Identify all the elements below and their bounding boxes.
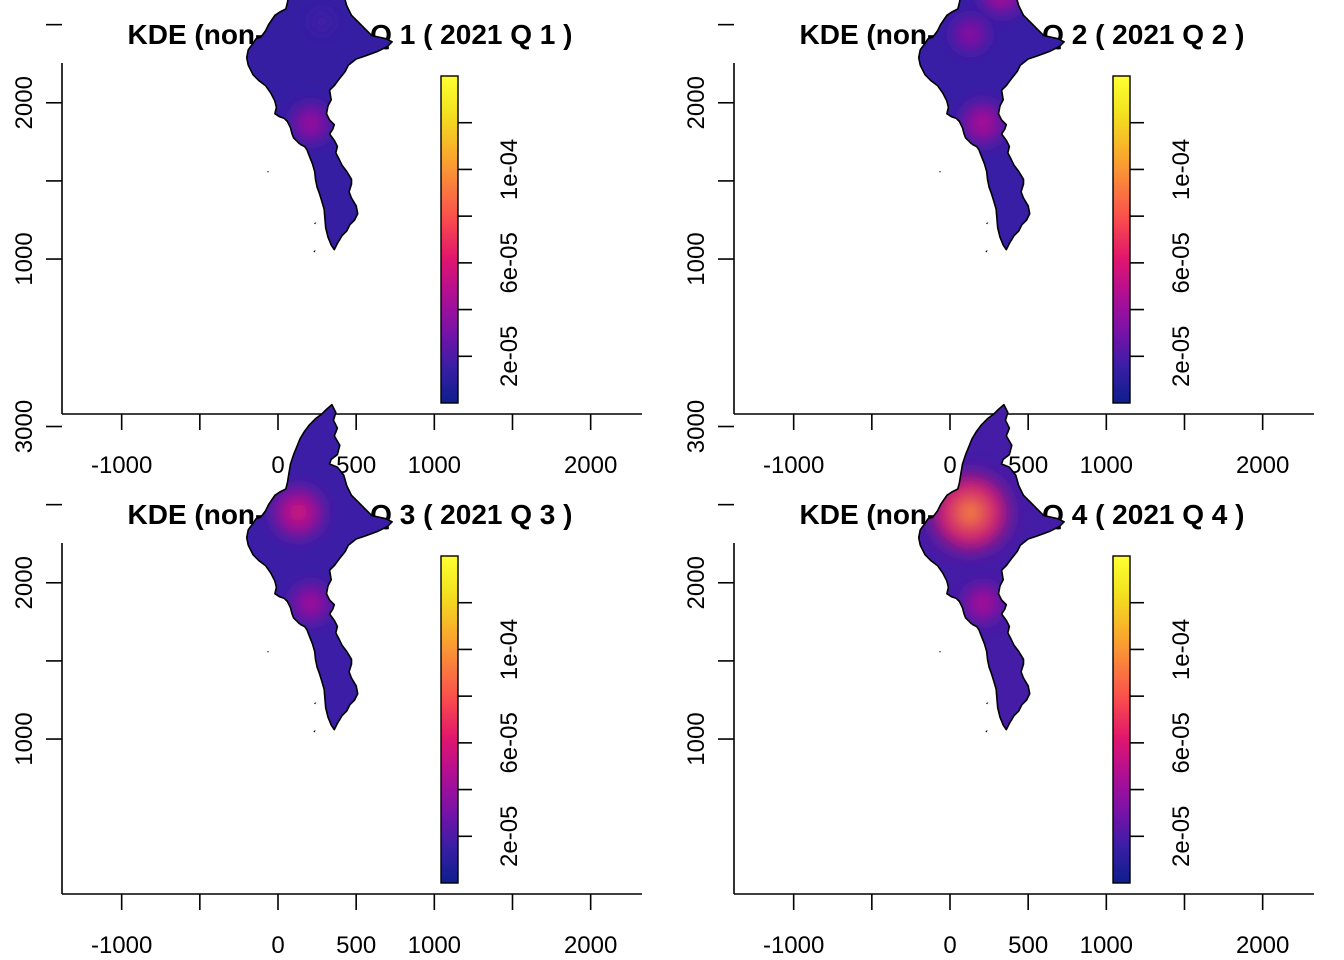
density-hotspot — [262, 477, 334, 548]
island-mark — [985, 730, 988, 733]
density-hotspot — [952, 92, 1014, 154]
colorbar-tick-label: 2e-05 — [1168, 326, 1195, 387]
colorbar-tick-label: 1e-04 — [496, 619, 523, 680]
x-tick-label: 2000 — [1236, 932, 1289, 959]
colorbar-tick-label: 1e-04 — [1168, 619, 1195, 680]
x-tick-label: 0 — [271, 932, 284, 959]
density-hotspot — [282, 575, 339, 632]
y-tick-label: 3000 — [683, 400, 710, 453]
colorbar-tick-label: 2e-05 — [496, 326, 523, 387]
island-mark — [314, 222, 317, 225]
y-tick-label: 1000 — [11, 232, 38, 285]
colorbar: 2e-05 6e-05 1e-04 — [1112, 75, 1195, 404]
chart-panel-2: KDE (non-spatial) Q 2 ( 2021 Q 2 )-10000… — [683, 0, 1314, 479]
density-surface — [918, 0, 1065, 250]
map-outline — [245, 0, 393, 251]
x-tick-label: 0 — [943, 452, 956, 479]
colorbar-tick-label: 6e-05 — [496, 712, 523, 773]
x-tick-label: 1000 — [1080, 932, 1133, 959]
island-mark — [267, 170, 269, 173]
colorbar-tick-label: 6e-05 — [1168, 712, 1195, 773]
colorbar: 2e-05 6e-05 1e-04 — [1112, 555, 1195, 884]
x-tick-label: 500 — [1008, 932, 1048, 959]
y-tick-label: 1000 — [11, 712, 38, 765]
island-mark — [313, 730, 316, 733]
x-tick-label: -1000 — [91, 932, 152, 959]
density-hotspot — [971, 0, 1033, 24]
x-tick-label: 1000 — [408, 452, 461, 479]
x-tick-label: 1000 — [1080, 452, 1133, 479]
colorbar-tick-label: 1e-04 — [1168, 139, 1195, 200]
chart-panel-3: KDE (non-spatial) Q 3 ( 2021 Q 3 )-10000… — [11, 400, 642, 959]
y-tick-label: 2000 — [11, 556, 38, 609]
y-tick-label: 3000 — [11, 400, 38, 453]
colorbar-frame — [440, 75, 459, 404]
y-tick-label: 1000 — [683, 232, 710, 285]
x-tick-label: -1000 — [91, 452, 152, 479]
density-background — [918, 404, 1065, 730]
density-surface — [246, 0, 393, 250]
colorbar-frame — [1112, 555, 1131, 884]
density-surface — [246, 404, 393, 730]
island-mark — [985, 250, 988, 253]
density-hotspot — [282, 95, 339, 152]
island-mark — [939, 650, 941, 653]
colorbar-gradient — [1113, 76, 1130, 403]
density-hotspot — [306, 6, 338, 37]
colorbar-tick-label: 1e-04 — [496, 139, 523, 200]
x-tick-label: 1000 — [408, 932, 461, 959]
map-outline — [245, 403, 393, 731]
colorbar-tick-label: 2e-05 — [1168, 806, 1195, 867]
density-hotspot — [954, 575, 1011, 632]
density-background — [246, 0, 393, 250]
colorbar-tick-label: 2e-05 — [496, 806, 523, 867]
colorbar: 2e-05 6e-05 1e-04 — [440, 555, 523, 884]
y-tick-label: 2000 — [683, 556, 710, 609]
x-tick-label: -1000 — [763, 932, 824, 959]
chart-panel-4: KDE (non-spatial) Q 4 ( 2021 Q 4 )-10000… — [683, 400, 1314, 959]
density-background — [918, 0, 1065, 250]
y-tick-label: 2000 — [11, 76, 38, 129]
map-outline — [917, 0, 1065, 251]
x-tick-label: 2000 — [1236, 452, 1289, 479]
colorbar-tick-label: 6e-05 — [1168, 232, 1195, 293]
colorbar-gradient — [441, 556, 458, 883]
colorbar-gradient — [441, 76, 458, 403]
density-hotspot — [944, 8, 996, 60]
x-tick-label: 2000 — [564, 452, 617, 479]
colorbar-tick-label: 6e-05 — [496, 232, 523, 293]
x-tick-label: -1000 — [763, 452, 824, 479]
y-tick-label: 1000 — [683, 712, 710, 765]
map-outline — [917, 403, 1065, 731]
x-tick-label: 2000 — [564, 932, 617, 959]
x-tick-label: 0 — [271, 452, 284, 479]
colorbar-gradient — [1113, 556, 1130, 883]
island-mark — [986, 222, 989, 225]
island-mark — [986, 702, 989, 705]
colorbar-frame — [440, 555, 459, 884]
island-mark — [939, 170, 941, 173]
density-background — [246, 404, 393, 730]
colorbar: 2e-05 6e-05 1e-04 — [440, 75, 523, 404]
x-tick-label: 0 — [943, 932, 956, 959]
island-mark — [314, 702, 317, 705]
chart-panel-1: KDE (non-spatial) Q 1 ( 2021 Q 1 )-10000… — [11, 0, 642, 479]
y-tick-label: 2000 — [683, 76, 710, 129]
colorbar-frame — [1112, 75, 1131, 404]
island-mark — [313, 250, 316, 253]
island-mark — [267, 650, 269, 653]
x-tick-label: 500 — [336, 932, 376, 959]
